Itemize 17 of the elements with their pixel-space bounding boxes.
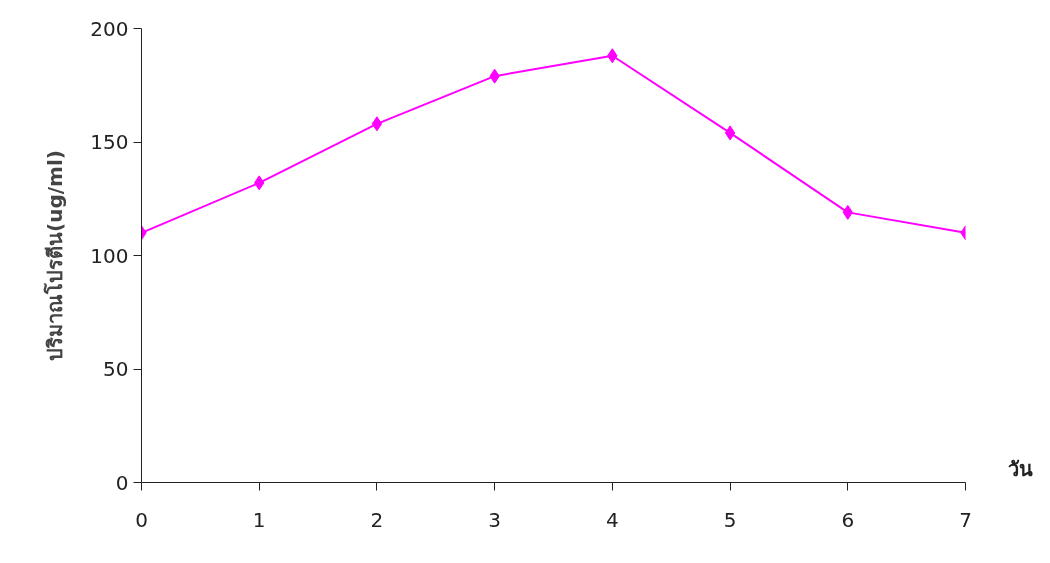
x-tick-label: 6 — [841, 507, 855, 532]
x-tick-label: 5 — [723, 507, 737, 532]
y-tick-label: 0 — [115, 470, 129, 495]
y-tick-label: 100 — [90, 243, 129, 268]
y-tick-label: 200 — [90, 16, 129, 41]
y-tick-label: 50 — [103, 357, 129, 381]
x-tick-label: 7 — [959, 507, 972, 532]
x-tick-label: 2 — [370, 507, 384, 532]
y-axis-title: ปริมาณโปรตีน(ug/ml) — [43, 150, 68, 361]
x-tick-label: 1 — [252, 507, 266, 532]
x-tick-label: 3 — [488, 507, 502, 532]
y-tick-label: 150 — [90, 130, 129, 154]
point — [371, 116, 383, 132]
x-tick-label: 0 — [135, 507, 148, 532]
x-axis-title: วัน — [1008, 456, 1033, 483]
x-tick-label: 4 — [605, 507, 619, 532]
point — [724, 125, 736, 141]
